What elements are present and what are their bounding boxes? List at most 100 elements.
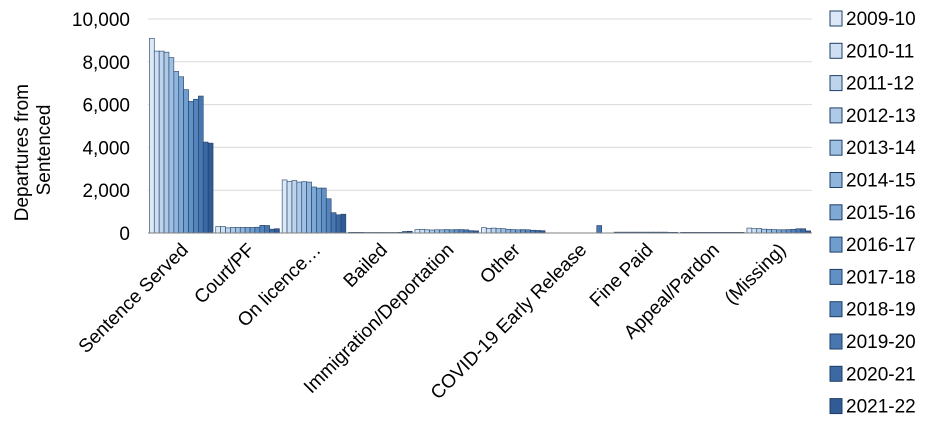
bar	[220, 226, 226, 234]
bar	[281, 179, 288, 234]
legend-swatch	[829, 107, 843, 124]
x-category-label: Fine Paid	[586, 240, 658, 312]
y-tick-label: 0	[119, 224, 130, 245]
bar	[239, 227, 246, 234]
bar	[790, 229, 797, 234]
bar	[325, 198, 332, 234]
bar	[254, 226, 261, 234]
bar	[444, 229, 450, 234]
bar	[215, 226, 221, 234]
legend-label: 2011-12	[846, 74, 914, 95]
bar	[316, 187, 322, 234]
bar	[168, 57, 175, 234]
x-category-label: Sentence Served	[75, 240, 193, 358]
bar	[490, 227, 497, 234]
legend-label: 2012-13	[846, 106, 916, 127]
bar	[149, 37, 155, 234]
bar	[296, 181, 303, 234]
bar	[414, 229, 421, 234]
bar	[419, 229, 426, 234]
legend-swatch	[829, 42, 843, 59]
bar	[153, 50, 160, 234]
gridlines	[148, 18, 812, 191]
legend-label: 2009-10	[846, 9, 916, 30]
bar	[766, 229, 772, 234]
bar	[505, 229, 512, 234]
bar	[188, 101, 194, 234]
bar	[751, 228, 758, 234]
bar	[301, 181, 307, 234]
bar	[193, 98, 199, 234]
bar	[259, 225, 266, 234]
legend-label: 2018-19	[846, 300, 916, 321]
bar	[311, 186, 317, 234]
bar	[330, 212, 337, 234]
bar	[163, 51, 170, 234]
bar	[771, 229, 777, 234]
bars	[149, 37, 811, 234]
bar	[495, 228, 502, 234]
bar	[596, 225, 602, 234]
y-axis-ticks: 0 2,000 4,000 6,000 8,000 10,000	[72, 10, 130, 245]
bar	[453, 229, 460, 234]
bar	[274, 228, 280, 234]
y-axis-label: Departures from Sentenced	[12, 79, 55, 222]
bar	[158, 50, 165, 234]
bar	[173, 71, 180, 234]
y-tick-label: 8,000	[82, 53, 130, 74]
legend-label: 2013-14	[846, 138, 916, 159]
legend-swatch	[829, 333, 843, 350]
y-tick-label: 4,000	[82, 138, 130, 159]
bar	[183, 89, 189, 234]
bar	[225, 227, 231, 234]
bar	[485, 227, 492, 234]
bar	[269, 228, 275, 234]
legend-label: 2021-22	[846, 397, 916, 418]
legend-swatch	[829, 10, 843, 27]
legend-label: 2014-15	[846, 171, 916, 192]
legend-swatch	[829, 236, 843, 253]
bar	[340, 213, 347, 234]
legend-label: 2020-21	[846, 364, 916, 385]
bar	[230, 227, 236, 234]
bar	[746, 227, 753, 234]
legend-label: 2019-20	[846, 332, 916, 353]
legend-swatch	[829, 204, 843, 221]
bar	[520, 229, 526, 234]
bar	[785, 229, 792, 234]
bar	[306, 181, 312, 234]
y-axis-label-line-2: Sentenced	[34, 105, 55, 196]
bar	[286, 181, 293, 234]
legend-swatch	[829, 365, 843, 382]
bar	[244, 227, 251, 234]
bar	[249, 227, 256, 234]
x-category-label: Court/PF	[191, 240, 260, 309]
bar	[481, 227, 487, 234]
bar	[202, 141, 209, 234]
legend-swatch	[829, 398, 843, 415]
bar	[500, 228, 507, 234]
legend-label: 2017-18	[846, 267, 916, 288]
legend-swatch	[829, 139, 843, 156]
bar	[198, 95, 204, 234]
bar	[510, 229, 516, 234]
bar	[335, 214, 342, 234]
y-tick-label: 6,000	[82, 96, 130, 117]
bar	[800, 228, 807, 234]
bar	[795, 228, 802, 234]
bar	[235, 227, 241, 234]
bar	[761, 228, 767, 234]
bar	[756, 228, 762, 234]
y-tick-label: 2,000	[82, 181, 130, 202]
x-category-label: (Missing)	[721, 240, 790, 309]
legend-swatch	[829, 75, 843, 92]
bar	[207, 142, 214, 234]
bar	[178, 76, 184, 234]
x-category-label: Bailed	[340, 240, 392, 292]
bar	[321, 187, 327, 234]
bar	[458, 229, 465, 234]
y-axis-label-line-1: Departures from	[12, 84, 33, 221]
legend-swatch	[829, 172, 843, 188]
